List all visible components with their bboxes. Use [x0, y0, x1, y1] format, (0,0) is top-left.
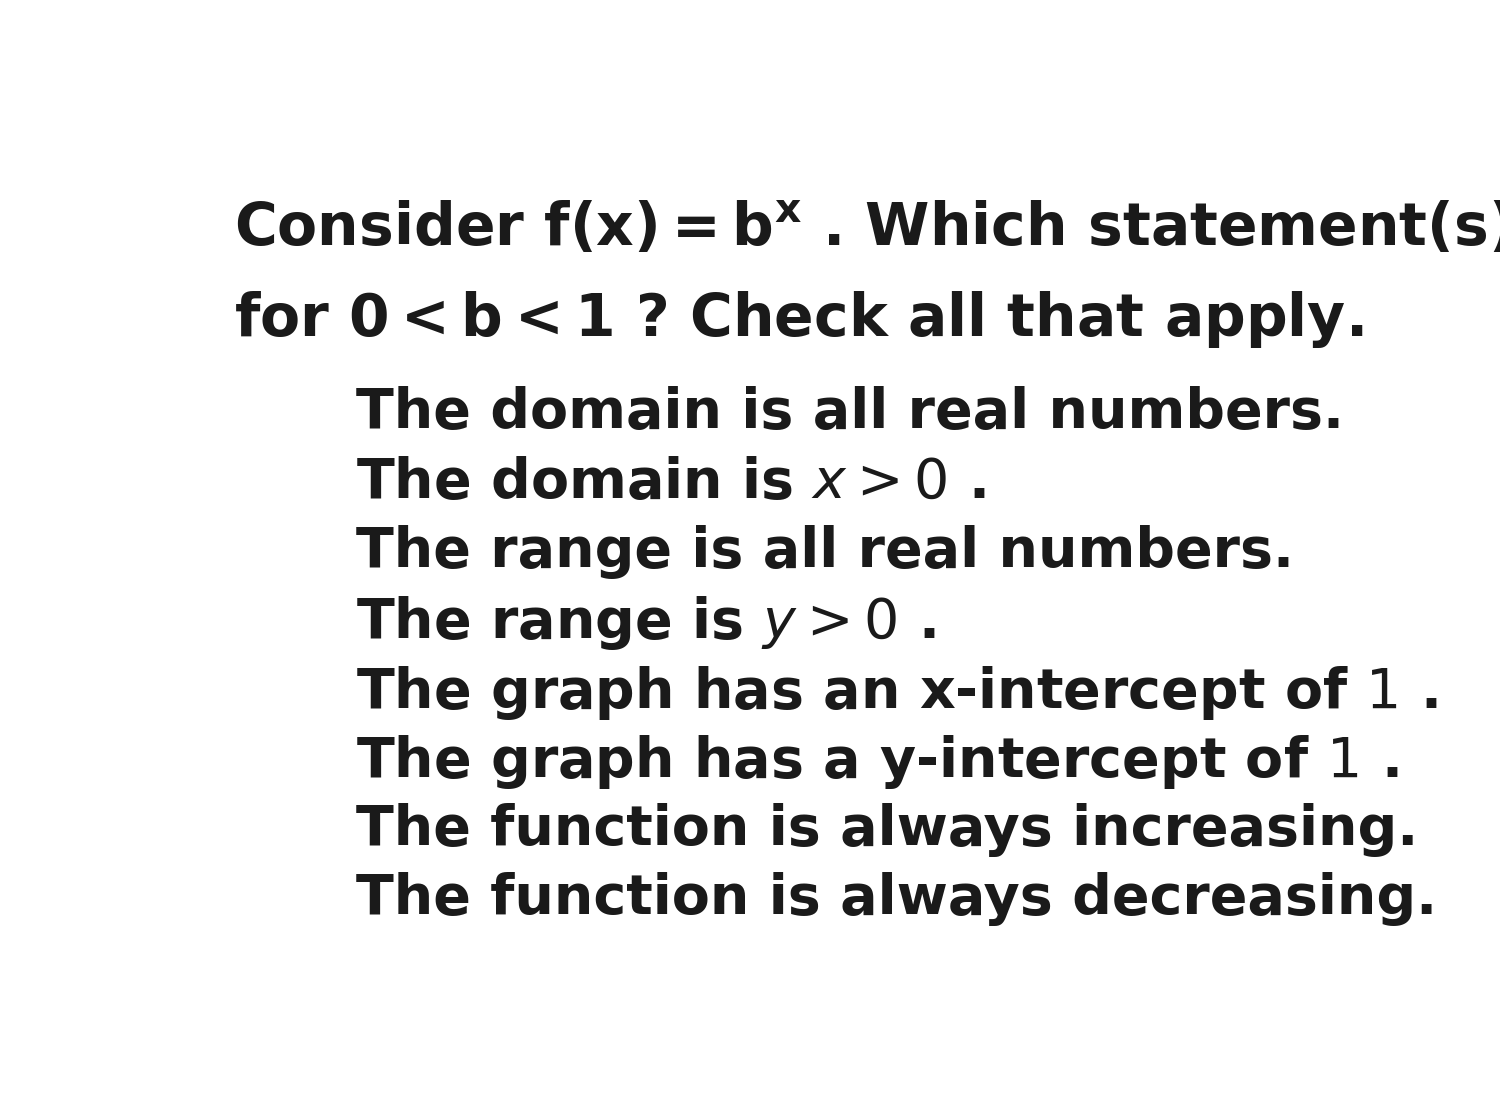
Text: for $\mathbf{0 < b < 1}$ ? Check all that apply.: for $\mathbf{0 < b < 1}$ ? Check all tha…: [234, 288, 1364, 350]
Text: Consider $\mathbf{f(x) = b^x}$ . Which statement(s) are true: Consider $\mathbf{f(x) = b^x}$ . Which s…: [234, 200, 1500, 256]
Text: The function is always increasing.: The function is always increasing.: [356, 803, 1419, 857]
Text: The domain is all real numbers.: The domain is all real numbers.: [356, 386, 1344, 440]
Text: The range is $y > 0$ .: The range is $y > 0$ .: [356, 594, 936, 652]
Text: The range is all real numbers.: The range is all real numbers.: [356, 525, 1294, 579]
Text: The graph has a y-intercept of $1$ .: The graph has a y-intercept of $1$ .: [356, 734, 1398, 791]
Text: The function is always decreasing.: The function is always decreasing.: [356, 872, 1437, 926]
Text: The graph has an x-intercept of $1$ .: The graph has an x-intercept of $1$ .: [356, 664, 1437, 722]
Text: The domain is $x > 0$ .: The domain is $x > 0$ .: [356, 455, 986, 509]
